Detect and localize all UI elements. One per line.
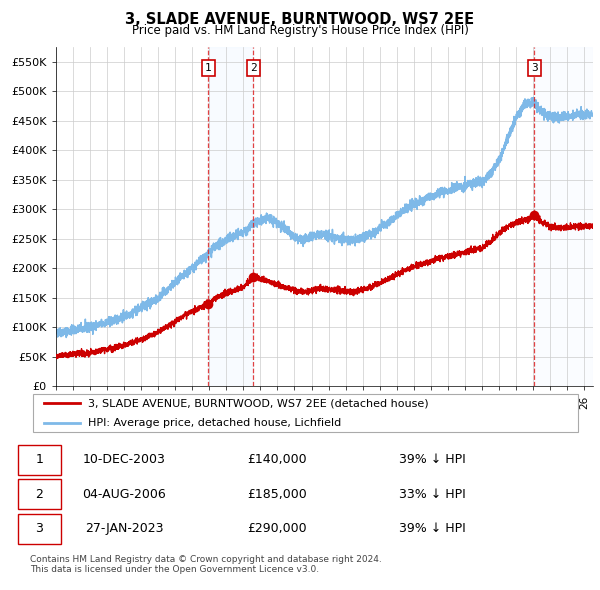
Text: 10-DEC-2003: 10-DEC-2003 bbox=[83, 453, 166, 466]
Bar bbox=[535, 47, 593, 386]
Text: 3, SLADE AVENUE, BURNTWOOD, WS7 2EE (detached house): 3, SLADE AVENUE, BURNTWOOD, WS7 2EE (det… bbox=[88, 398, 428, 408]
Text: Price paid vs. HM Land Registry's House Price Index (HPI): Price paid vs. HM Land Registry's House … bbox=[131, 24, 469, 37]
Text: 1: 1 bbox=[35, 453, 43, 466]
Bar bbox=[208, 47, 253, 386]
FancyBboxPatch shape bbox=[18, 445, 61, 474]
FancyBboxPatch shape bbox=[18, 514, 61, 543]
Text: 33% ↓ HPI: 33% ↓ HPI bbox=[399, 487, 466, 501]
Text: 3: 3 bbox=[531, 63, 538, 73]
Text: £185,000: £185,000 bbox=[247, 487, 307, 501]
Text: 3: 3 bbox=[35, 522, 43, 535]
FancyBboxPatch shape bbox=[33, 394, 578, 432]
Text: £290,000: £290,000 bbox=[247, 522, 307, 535]
Text: HPI: Average price, detached house, Lichfield: HPI: Average price, detached house, Lich… bbox=[88, 418, 341, 428]
Text: £140,000: £140,000 bbox=[247, 453, 307, 466]
Text: 3, SLADE AVENUE, BURNTWOOD, WS7 2EE: 3, SLADE AVENUE, BURNTWOOD, WS7 2EE bbox=[125, 12, 475, 27]
Text: 1: 1 bbox=[205, 63, 212, 73]
Text: 2: 2 bbox=[35, 487, 43, 501]
Text: 27-JAN-2023: 27-JAN-2023 bbox=[85, 522, 164, 535]
Text: Contains HM Land Registry data © Crown copyright and database right 2024.
This d: Contains HM Land Registry data © Crown c… bbox=[30, 555, 382, 574]
Text: 39% ↓ HPI: 39% ↓ HPI bbox=[399, 453, 466, 466]
Text: 39% ↓ HPI: 39% ↓ HPI bbox=[399, 522, 466, 535]
Text: 2: 2 bbox=[250, 63, 257, 73]
Text: 04-AUG-2006: 04-AUG-2006 bbox=[82, 487, 166, 501]
FancyBboxPatch shape bbox=[18, 479, 61, 509]
